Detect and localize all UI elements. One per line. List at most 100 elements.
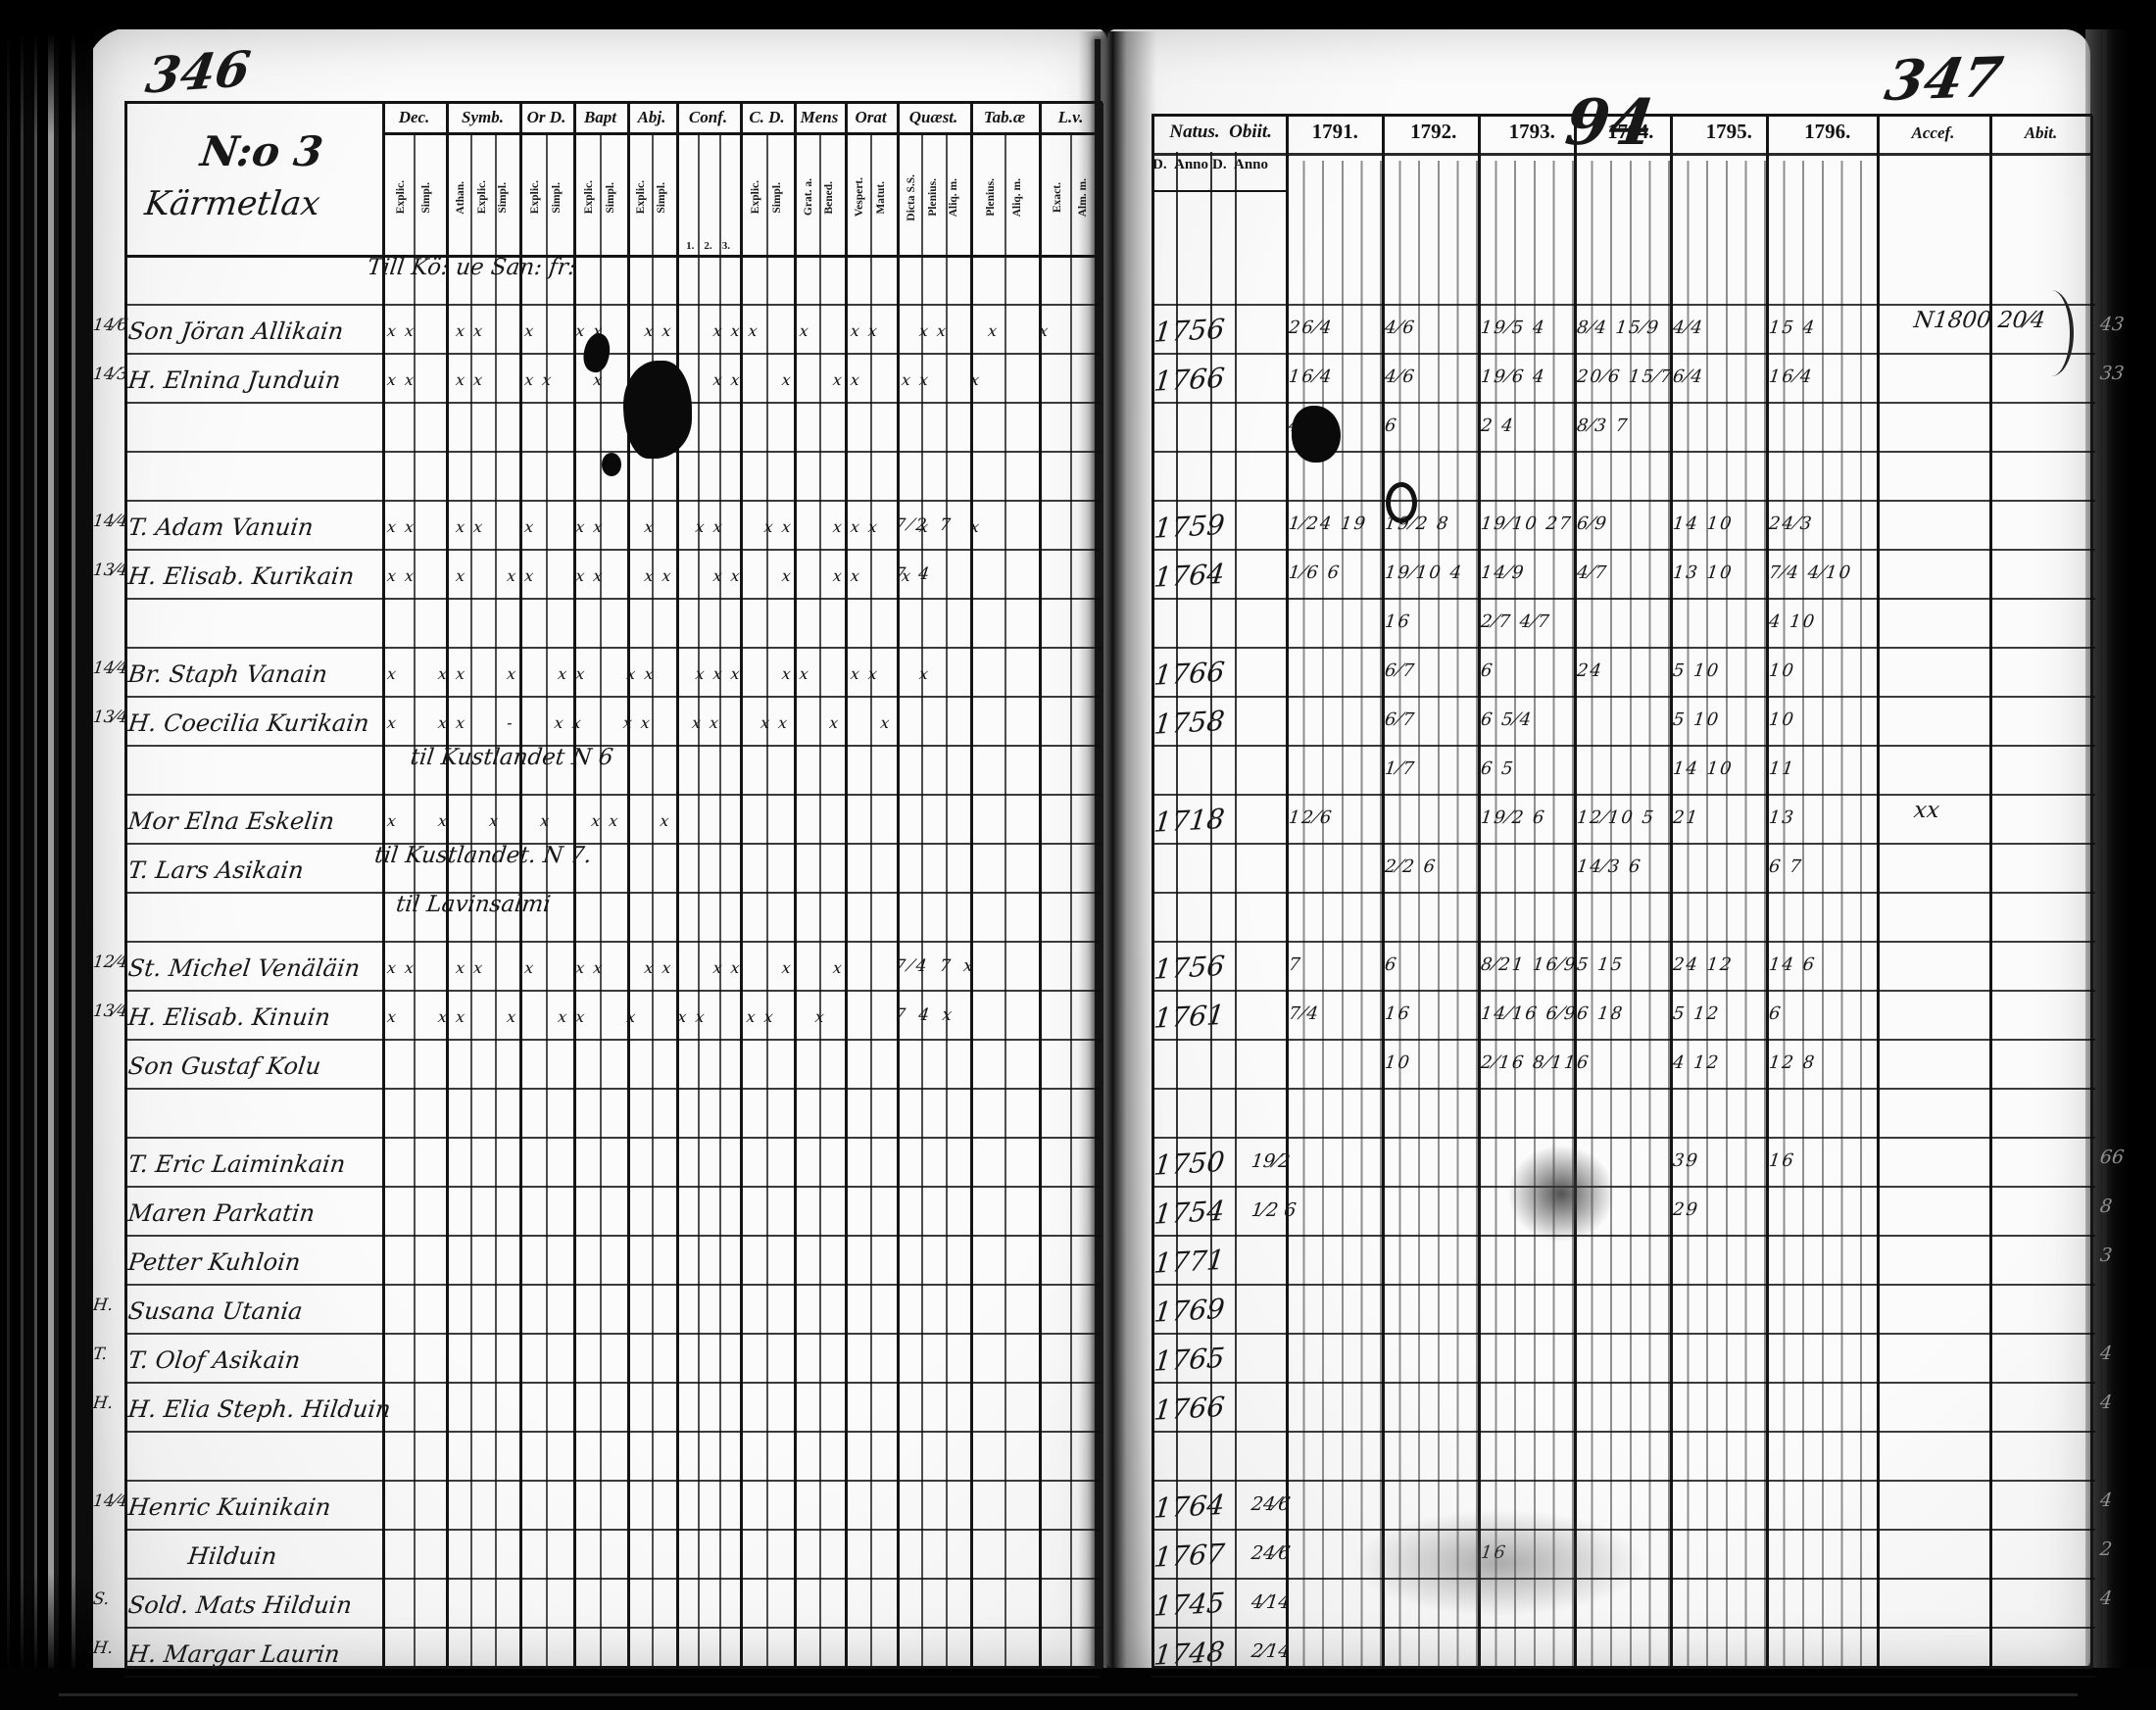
row-rule-right-page — [1152, 304, 2095, 306]
obiit-date: 4⁄14 — [1250, 1591, 1292, 1613]
obiit-anno-subheader: Anno — [1234, 157, 1269, 172]
year-1792-entry: 6⁄7 — [1383, 709, 1418, 730]
year-1792-entry: 10 — [1383, 1052, 1413, 1073]
right-scan-edge — [2085, 0, 2156, 1710]
row-rule-left-page — [124, 745, 1101, 747]
person-name: Petter Kuhloin — [126, 1248, 303, 1276]
handwritten-bracket — [2036, 290, 2074, 376]
year-1794-entry: 8⁄4 15⁄9 — [1575, 318, 1662, 338]
birth-year: 1765 — [1152, 1342, 1227, 1378]
grid-line — [470, 134, 472, 1668]
ink-blot — [602, 453, 621, 476]
ink-smudge — [1507, 1145, 1615, 1243]
row-rule-right-page — [1152, 1186, 2095, 1188]
birth-year — [1154, 1438, 1257, 1442]
bottom-scan-edge — [0, 1668, 2156, 1710]
abiit-entry: xx — [1912, 798, 1941, 823]
column-subheaders: 1. 2. 3. — [676, 134, 740, 258]
quaestio-marks: 7 4 — [893, 564, 935, 584]
row-rule-left-page — [124, 1137, 1101, 1139]
subheader-text: Vespert. — [854, 177, 865, 218]
ledger-row: H. H. Elia Steph. Hilduin 1766 4 — [92, 1384, 2113, 1433]
subheader-text: Athan. — [455, 180, 467, 215]
person-name: H. Elia Steph. Hilduin — [126, 1395, 393, 1423]
margin-scribble: 3 — [2098, 1245, 2114, 1266]
ledger-row: Till Kö: ue San: fr: — [122, 255, 2095, 306]
year-1793-entry: 8⁄21 16⁄9 — [1479, 954, 1579, 975]
birth-year: 1764 — [1152, 1489, 1227, 1525]
quaestio-marks: 7⁄2 7 — [893, 515, 956, 535]
row-rule-right-page — [1152, 647, 2095, 649]
column-header-group: Mens Grat. a. Bened. — [794, 103, 845, 257]
row-rule-right-page — [1152, 1480, 2095, 1482]
margin-date: H. — [91, 1393, 115, 1413]
year-1796-entry: 14 6 — [1767, 954, 1818, 975]
grid-line — [1210, 152, 1212, 1668]
column-header-label: Tab.æ — [983, 108, 1026, 126]
margin-date: H. — [91, 1295, 115, 1315]
subheader-text: Simpl. — [419, 181, 432, 214]
year-1796-entry: 11 — [1767, 758, 1797, 779]
quaestio-marks: 7⁄4 7 x — [893, 956, 978, 976]
grid-line — [794, 103, 797, 1668]
row-rule-right-page — [1152, 892, 2095, 894]
subheader-text: Dicta S.S. — [906, 173, 918, 221]
grid-line — [870, 134, 872, 1668]
ledger-row: Mor Elna Eskelin x x x x xx x 1718 12⁄6 … — [122, 796, 2095, 845]
ink-ring — [1386, 482, 1417, 523]
row-rule-left-page — [124, 1088, 1101, 1090]
attendance-marks: xx xx xx x xx xx x xx xx x — [385, 370, 990, 389]
row-rule-left-page — [124, 1578, 1101, 1580]
year-1794-entry: 20⁄6 15⁄7 — [1575, 366, 1675, 387]
birth-year — [1154, 899, 1257, 904]
village-name: Kärmetlax — [142, 184, 322, 223]
year-1796-entry: 10 — [1767, 660, 1797, 681]
obiit-header: Obiit. — [1229, 122, 1272, 142]
subheader-text: 2. — [704, 240, 712, 252]
ledger-row: 13⁄4 H. Coecilia Kurikain x xx - xx xx x… — [92, 698, 2095, 747]
column-header-group: Bapt Explic. Simpl. — [573, 103, 627, 257]
grid-line — [676, 103, 679, 1668]
year-1793-entry: 19⁄5 4 — [1479, 318, 1547, 338]
grid-line — [124, 103, 127, 1668]
year-1793-entry: 6 — [1479, 660, 1495, 681]
row-rule-left-page — [124, 843, 1101, 845]
obiit-date: 1⁄2 6 — [1250, 1199, 1298, 1221]
year-1795-entry: 4 12 — [1671, 1052, 1722, 1073]
year-1796-entry: 13 — [1767, 807, 1797, 828]
ledger-row: 14⁄6 Son Jöran Allikain xx xx x xx xx xx… — [92, 306, 2126, 355]
ledger-row: Hilduin 1767 24⁄6 16 2 — [122, 1531, 2113, 1580]
margin-date: 14⁄6 — [91, 316, 129, 335]
year-1794-entry: 5 15 — [1575, 954, 1626, 975]
grid-line — [1101, 103, 1103, 1668]
row-rule-right-page — [1152, 990, 2095, 992]
year-1791-entry: 26⁄4 — [1287, 318, 1335, 338]
ledger-row: 13⁄4 H. Elisab. Kinuin x xx x xx x xx xx… — [92, 992, 2095, 1041]
column-header-group: Tab.æ Plenius. Aliq. m. — [970, 103, 1039, 257]
birth-year: 1745 — [1152, 1587, 1227, 1623]
year-1794-entry: 24 — [1575, 660, 1605, 681]
year-header-label: 1795. — [1705, 120, 1752, 143]
grid-line — [1152, 153, 2092, 156]
subheader-text: Bened. — [822, 180, 835, 215]
year-1791-entry: 12⁄6 — [1287, 807, 1335, 828]
attendance-marks: x xx x xx xx xxx xx xx x — [385, 664, 939, 683]
ledger-row: 14⁄4 T. Adam Vanuin xx xx x xx x xx xx x… — [92, 502, 2095, 551]
person-name: H. Elisab. Kurikain — [126, 562, 357, 590]
column-header-group: Quæst. Dicta S.S. Plenius. Aliq. m. — [897, 103, 970, 257]
row-rule-right-page — [1152, 1333, 2095, 1335]
grid-line — [600, 134, 602, 1668]
row-rule-right-page — [1152, 941, 2095, 943]
year-1794-entry: 6 — [1575, 1052, 1592, 1073]
row-rule-left-page — [124, 990, 1101, 992]
grid-line — [946, 134, 948, 1668]
row-rule-right-page — [1152, 1039, 2095, 1041]
top-scan-edge — [0, 0, 2156, 29]
subheader-text: Plenius. — [984, 178, 997, 217]
column-header-group: Orat Vespert. Matut. — [845, 103, 897, 257]
margin-scribble: 8 — [2098, 1196, 2114, 1217]
year-1791-entry: 1⁄24 19 — [1287, 513, 1369, 534]
grid-line — [495, 134, 497, 1668]
grid-line — [921, 134, 923, 1668]
row-rule-left-page — [124, 451, 1101, 453]
